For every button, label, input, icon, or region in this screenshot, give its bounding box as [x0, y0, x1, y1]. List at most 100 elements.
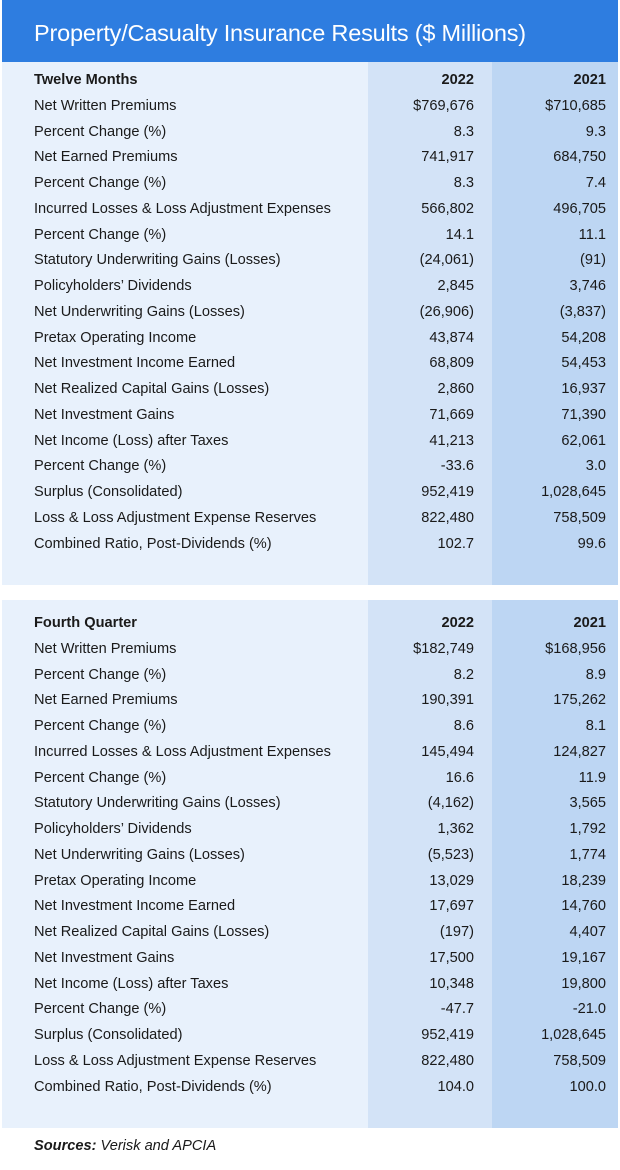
row-label: Statutory Underwriting Gains (Losses) — [34, 795, 281, 812]
column-2021-background — [492, 600, 618, 1128]
table-row: Percent Change (%) 8.2 8.9 — [2, 663, 618, 689]
value-2021: 684,750 — [553, 149, 606, 166]
table-row: Net Written Premiums $182,749 $168,956 — [2, 637, 618, 663]
table-row: Net Earned Premiums 190,391 175,262 — [2, 688, 618, 714]
row-label: Net Realized Capital Gains (Losses) — [34, 924, 270, 940]
row-label: Net Written Premiums — [34, 640, 177, 657]
value-2021: 8.9 — [585, 666, 606, 683]
value-2021: 3.0 — [585, 458, 606, 475]
table-row: Incurred Losses & Loss Adjustment Expens… — [2, 197, 618, 223]
value-2021: 4,407 — [569, 924, 606, 940]
value-2022: 104.0 — [437, 1078, 474, 1095]
row-label: Net Realized Capital Gains (Losses) — [34, 381, 270, 397]
value-2021: -21.0 — [572, 1001, 606, 1018]
row-label: Percent Change (%) — [34, 123, 167, 140]
column-2022-background — [368, 600, 492, 1128]
value-2022: 1,362 — [437, 821, 474, 837]
row-label: Percent Change (%) — [34, 718, 167, 734]
row-label: Policyholders’ Dividends — [34, 278, 192, 294]
table-row: Percent Change (%) 8.3 9.3 — [2, 120, 618, 146]
value-2021: 100.0 — [569, 1078, 606, 1095]
column-2021-background — [492, 62, 618, 585]
row-label: Percent Change (%) — [34, 458, 167, 475]
row-label: Net Investment Gains — [34, 406, 175, 423]
value-2021: 62,061 — [561, 432, 606, 449]
table-row: Combined Ratio, Post-Dividends (%) 104.0 1… — [2, 1075, 618, 1101]
table-row: Percent Change (%) 16.6 11.9 — [2, 766, 618, 792]
table-row: Percent Change (%) -47.7 -21.0 — [2, 997, 618, 1023]
table-row: Policyholders’ Dividends 1,362 1,792 — [2, 817, 618, 843]
row-label: Net Income (Loss) after Taxes — [34, 432, 229, 449]
value-2021: 7.4 — [585, 175, 606, 191]
table-row: Net Investment Gains 17,500 19,167 — [2, 946, 618, 972]
value-2021: (91) — [580, 252, 606, 269]
value-2022: 2,860 — [437, 381, 474, 397]
value-2022: -33.6 — [440, 458, 474, 475]
row-label: Net Income (Loss) after Taxes — [34, 975, 229, 992]
table-row: Net Underwriting Gains (Losses) (26,906) (… — [2, 300, 618, 326]
table-row: Net Income (Loss) after Taxes 41,213 62,06… — [2, 429, 618, 455]
value-2021: 496,705 — [553, 200, 606, 217]
value-2022: 17,500 — [429, 949, 474, 966]
row-label: Percent Change (%) — [34, 1001, 167, 1018]
value-2022: 13,029 — [429, 872, 474, 889]
section-heading: Fourth Quarter — [34, 615, 137, 631]
value-2022: (4,162) — [427, 795, 474, 812]
value-2022: 8.2 — [453, 666, 474, 683]
value-2022: 741,917 — [421, 149, 474, 166]
value-2022: (26,906) — [419, 303, 474, 320]
table-row: Surplus (Consolidated) 952,419 1,028,645 — [2, 1023, 618, 1049]
row-label: Combined Ratio, Post-Dividends (%) — [34, 1078, 272, 1095]
value-2022: 952,419 — [421, 1027, 474, 1043]
row-label: Surplus (Consolidated) — [34, 1027, 183, 1043]
value-2021: 54,208 — [561, 329, 606, 346]
row-label: Net Investment Income Earned — [34, 355, 236, 372]
value-2022: 14.1 — [445, 226, 474, 243]
table-row: Net Investment Gains 71,669 71,390 — [2, 403, 618, 429]
value-2022: (5,523) — [427, 846, 474, 863]
value-2021: 18,239 — [561, 872, 606, 889]
row-label: Surplus (Consolidated) — [34, 484, 183, 500]
table-header-row: Fourth Quarter 2022 2021 — [2, 611, 618, 637]
value-2022: 952,419 — [421, 484, 474, 500]
value-2021: 14,760 — [561, 898, 606, 915]
row-label: Net Written Premiums — [34, 97, 177, 114]
value-2022: 71,669 — [429, 406, 474, 423]
value-2021: 758,509 — [553, 509, 606, 526]
value-2021: 124,827 — [553, 743, 606, 760]
table-row: Policyholders’ Dividends 2,845 3,746 — [2, 274, 618, 300]
value-2021: 19,800 — [561, 975, 606, 992]
value-2021: 758,509 — [553, 1052, 606, 1069]
value-2021: (3,837) — [559, 303, 606, 320]
value-2022: $769,676 — [413, 97, 474, 114]
table-row: Pretax Operating Income 13,029 18,239 — [2, 869, 618, 895]
value-2021: 175,262 — [553, 692, 606, 709]
value-2021: 11.1 — [578, 226, 606, 243]
value-2022: -47.7 — [440, 1001, 474, 1018]
table-row: Percent Change (%) 14.1 11.1 — [2, 223, 618, 249]
table-row: Statutory Underwriting Gains (Losses) (4,… — [2, 791, 618, 817]
sources-label: Sources: — [34, 1138, 97, 1154]
row-label: Percent Change (%) — [34, 175, 167, 191]
value-2022: (197) — [439, 924, 474, 940]
value-2022: $182,749 — [413, 640, 474, 657]
row-label: Net Earned Premiums — [34, 149, 178, 166]
row-label: Pretax Operating Income — [34, 329, 197, 346]
table-row: Percent Change (%) 8.6 8.1 — [2, 714, 618, 740]
row-label: Policyholders’ Dividends — [34, 821, 192, 837]
table-row: Loss & Loss Adjustment Expense Reserves 8… — [2, 506, 618, 532]
table-row: Pretax Operating Income 43,874 54,208 — [2, 326, 618, 352]
value-2021: $710,685 — [545, 97, 606, 114]
table-row: Net Investment Income Earned 17,697 14,760 — [2, 894, 618, 920]
row-label: Percent Change (%) — [34, 226, 167, 243]
row-label: Net Underwriting Gains (Losses) — [34, 846, 245, 863]
column-header-2022: 2022 — [441, 72, 474, 88]
table-row: Loss & Loss Adjustment Expense Reserves 8… — [2, 1049, 618, 1075]
value-2021: 8.1 — [585, 718, 606, 734]
table-row: Percent Change (%) -33.6 3.0 — [2, 454, 618, 480]
row-label: Loss & Loss Adjustment Expense Reserves — [34, 1052, 317, 1069]
column-header-2022: 2022 — [441, 615, 474, 631]
sources-note: Sources: Verisk and APCIA — [34, 1138, 216, 1154]
row-label: Percent Change (%) — [34, 666, 167, 683]
value-2022: 8.3 — [453, 175, 474, 191]
